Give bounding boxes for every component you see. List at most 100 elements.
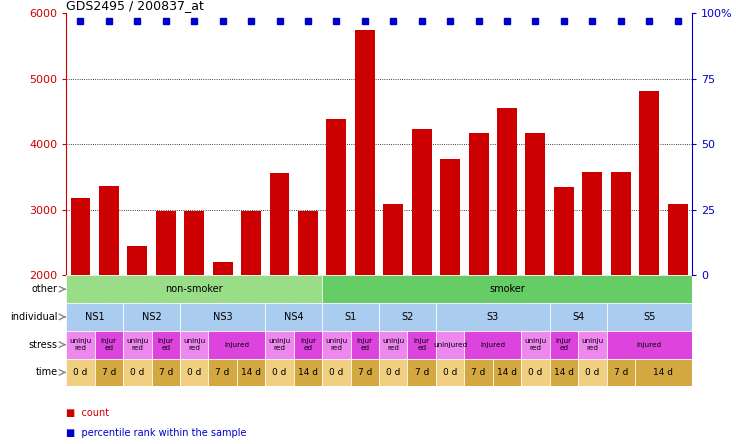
Text: smoker: smoker — [489, 284, 525, 294]
Bar — [383, 204, 403, 275]
Bar — [123, 303, 180, 331]
Bar — [464, 331, 521, 359]
Bar — [550, 331, 578, 359]
Text: injur
ed: injur ed — [101, 338, 117, 351]
Bar — [550, 359, 578, 386]
Text: injur
ed: injur ed — [158, 338, 174, 351]
Bar — [237, 359, 265, 386]
Text: injur
ed: injur ed — [556, 338, 572, 351]
Text: time: time — [35, 367, 57, 377]
Text: injur
ed: injur ed — [414, 338, 430, 351]
Bar — [180, 303, 265, 331]
Bar — [469, 132, 489, 275]
Text: NS4: NS4 — [284, 312, 303, 322]
Text: uninju
red: uninju red — [325, 338, 347, 351]
Bar — [208, 331, 265, 359]
Text: GDS2495 / 200837_at: GDS2495 / 200837_at — [66, 0, 204, 12]
Bar — [322, 331, 350, 359]
Bar — [265, 303, 322, 331]
Text: NS3: NS3 — [213, 312, 233, 322]
Bar — [350, 359, 379, 386]
Bar — [127, 246, 147, 275]
Text: injur
ed: injur ed — [300, 338, 316, 351]
Bar — [294, 331, 322, 359]
Bar — [668, 204, 687, 275]
Bar — [269, 173, 289, 275]
Text: 0 d: 0 d — [443, 368, 457, 377]
Text: ■  percentile rank within the sample: ■ percentile rank within the sample — [66, 428, 247, 438]
Bar — [156, 211, 176, 275]
Bar — [582, 172, 602, 275]
Text: S4: S4 — [572, 312, 584, 322]
Bar — [408, 331, 436, 359]
Bar — [152, 331, 180, 359]
Bar — [554, 187, 574, 275]
Text: S2: S2 — [401, 312, 414, 322]
Bar — [355, 30, 375, 275]
Text: 14 d: 14 d — [654, 368, 673, 377]
Bar — [550, 303, 606, 331]
Bar — [436, 331, 464, 359]
Bar — [350, 331, 379, 359]
Text: uninju
red: uninju red — [183, 338, 205, 351]
Bar — [521, 359, 550, 386]
Text: uninju
red: uninju red — [126, 338, 149, 351]
Text: injured: injured — [224, 341, 250, 348]
Text: 14 d: 14 d — [241, 368, 261, 377]
Bar — [635, 359, 692, 386]
Bar — [184, 211, 204, 275]
Bar — [213, 262, 233, 275]
Bar — [95, 331, 123, 359]
Text: 7 d: 7 d — [414, 368, 429, 377]
Bar — [379, 331, 408, 359]
Text: 7 d: 7 d — [158, 368, 173, 377]
Bar — [436, 359, 464, 386]
Bar — [208, 359, 237, 386]
Bar — [327, 119, 347, 275]
Bar — [464, 359, 493, 386]
Bar — [379, 359, 408, 386]
Bar — [493, 359, 521, 386]
Text: NS1: NS1 — [85, 312, 105, 322]
Bar — [180, 359, 208, 386]
Text: individual: individual — [10, 312, 57, 322]
Bar — [180, 331, 208, 359]
Text: 7 d: 7 d — [471, 368, 486, 377]
Text: 0 d: 0 d — [187, 368, 202, 377]
Bar — [123, 359, 152, 386]
Text: 0 d: 0 d — [74, 368, 88, 377]
Text: 14 d: 14 d — [497, 368, 517, 377]
Bar — [322, 303, 379, 331]
Text: uninju
red: uninju red — [382, 338, 404, 351]
Text: ■  count: ■ count — [66, 408, 110, 418]
Text: uninju
red: uninju red — [269, 338, 291, 351]
Text: injur
ed: injur ed — [357, 338, 373, 351]
Bar — [322, 359, 350, 386]
Text: uninju
red: uninju red — [524, 338, 547, 351]
Text: uninjured: uninjured — [433, 341, 467, 348]
Text: 7 d: 7 d — [614, 368, 628, 377]
Bar — [606, 331, 692, 359]
Text: uninju
red: uninju red — [581, 338, 604, 351]
Text: S3: S3 — [486, 312, 499, 322]
Bar — [578, 331, 606, 359]
Bar — [578, 359, 606, 386]
Bar — [66, 359, 95, 386]
Bar — [440, 159, 460, 275]
Text: 14 d: 14 d — [554, 368, 574, 377]
Text: S1: S1 — [344, 312, 357, 322]
Bar — [606, 303, 692, 331]
Bar — [66, 331, 95, 359]
Bar — [241, 211, 261, 275]
Text: 0 d: 0 d — [386, 368, 400, 377]
Bar — [606, 359, 635, 386]
Text: 14 d: 14 d — [298, 368, 318, 377]
Bar — [611, 172, 631, 275]
Text: 0 d: 0 d — [329, 368, 344, 377]
Bar — [71, 198, 91, 275]
Bar — [66, 275, 322, 303]
Text: injured: injured — [637, 341, 662, 348]
Bar — [497, 108, 517, 275]
Text: NS2: NS2 — [141, 312, 161, 322]
Bar — [379, 303, 436, 331]
